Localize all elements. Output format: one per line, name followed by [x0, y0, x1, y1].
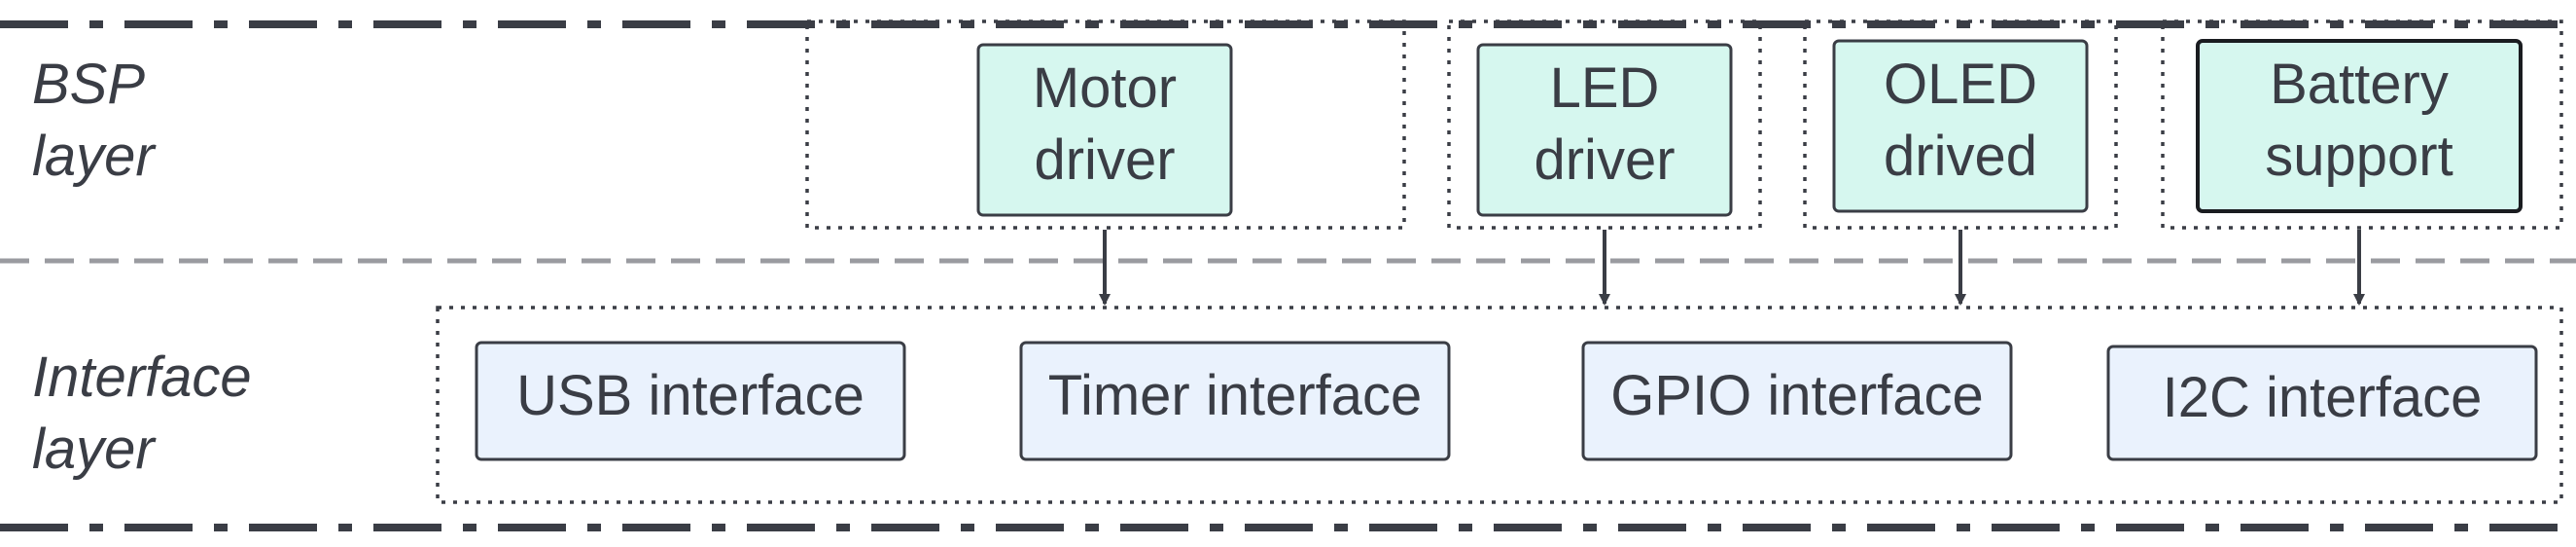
battery-support-box	[2196, 39, 2523, 213]
battery-support-group	[2161, 19, 2563, 230]
timer-interface-label: Timer interface	[1048, 364, 1423, 427]
led-driver-line1: LED	[1550, 56, 1660, 120]
motor-driver-line2: driver	[1034, 128, 1175, 192]
interface-layer-label-line1: Interface	[32, 346, 252, 409]
led-driver-line2: driver	[1534, 128, 1675, 192]
usb-interface-box	[475, 341, 906, 461]
motor-driver-line1: Motor	[1033, 56, 1177, 120]
battery-support-line1: Battery	[2270, 53, 2449, 116]
oled-driver-box	[1832, 39, 2089, 213]
gpio-interface-label: GPIO interface	[1610, 364, 1984, 427]
oled-driver-line2: drived	[1884, 125, 2037, 188]
i2c-interface-label: I2C interface	[2163, 366, 2483, 429]
led-driver-box	[1476, 43, 1733, 217]
oled-driver-group	[1803, 19, 2118, 230]
battery-support-line2: support	[2265, 125, 2452, 188]
gpio-interface-box	[1581, 341, 2013, 461]
bsp-layer-label-line1: BSP	[32, 53, 145, 116]
motor-driver-box	[976, 43, 1233, 217]
i2c-interface-box	[2106, 345, 2538, 461]
interface-layer-label-line2: layer	[32, 418, 157, 481]
timer-interface-box	[1019, 341, 1451, 461]
led-driver-group	[1447, 19, 1762, 230]
interface-layer-container	[436, 306, 2563, 504]
oled-driver-line1: OLED	[1884, 53, 2037, 116]
usb-interface-label: USB interface	[516, 364, 865, 427]
motor-driver-group	[805, 19, 1406, 230]
bsp-layer-label-line2: layer	[32, 125, 157, 188]
